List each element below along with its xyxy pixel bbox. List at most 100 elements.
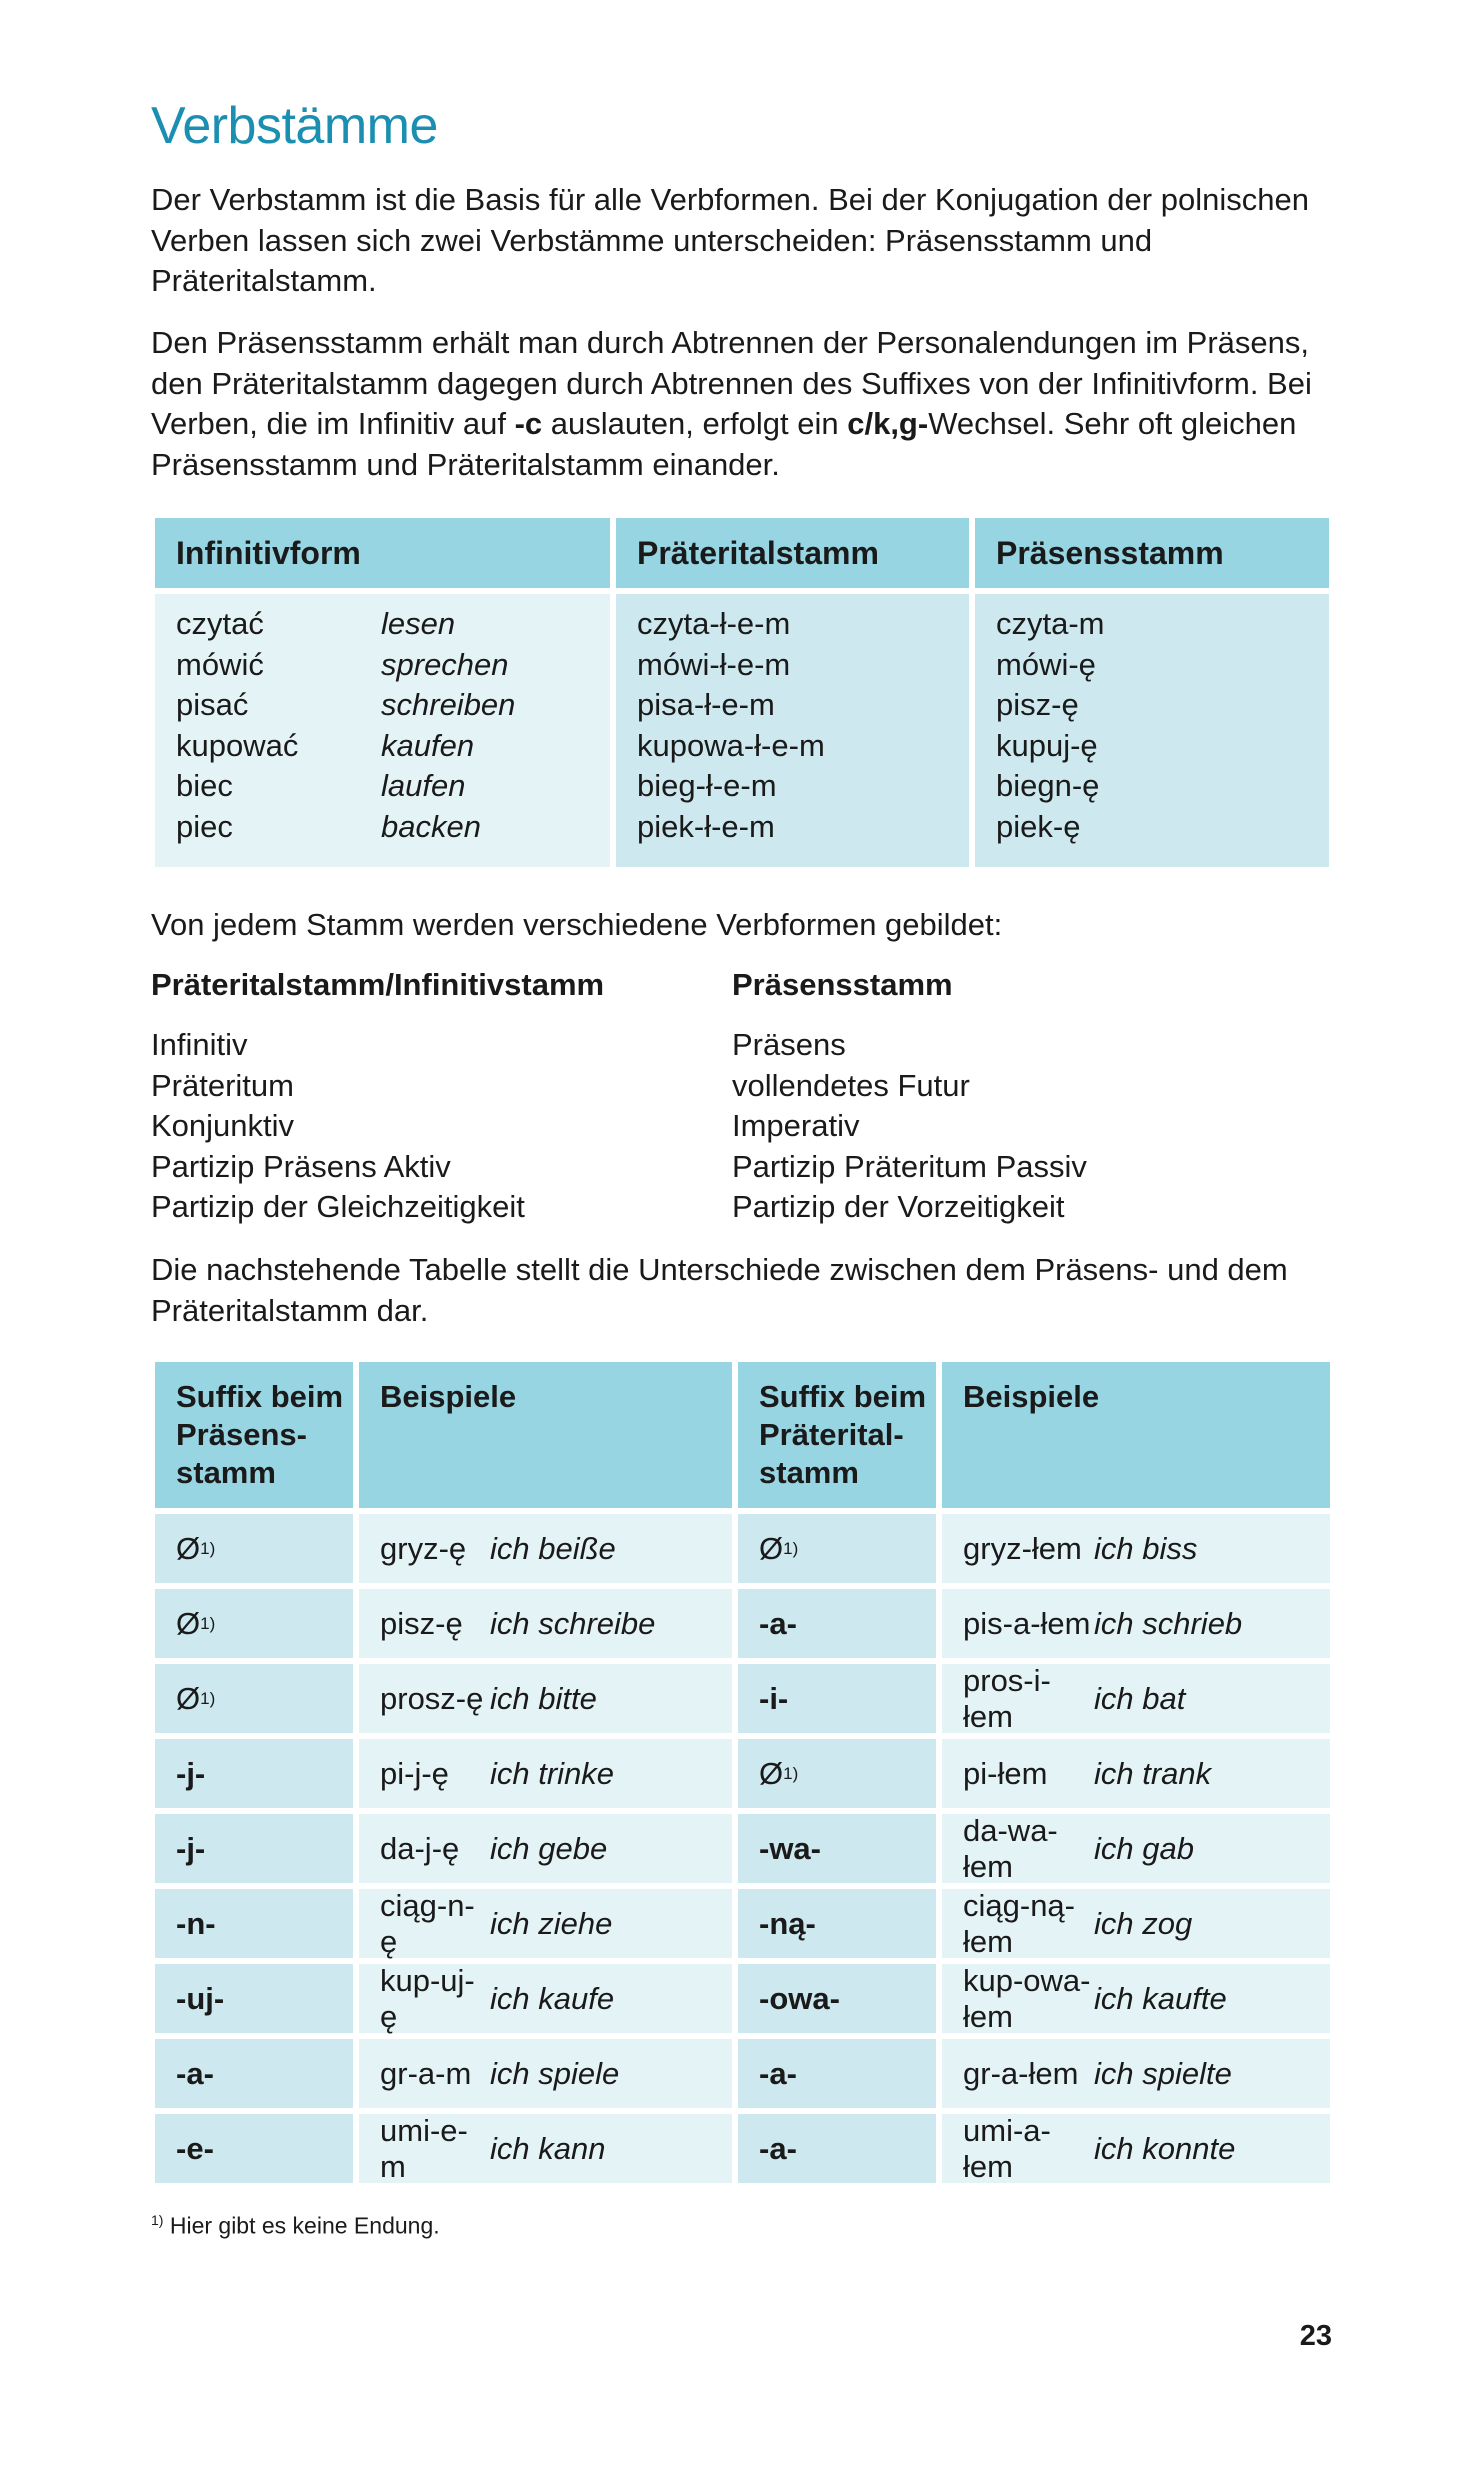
praesens-stem: pisz-ę — [996, 687, 1079, 722]
footnote-mark: 1) — [783, 1538, 799, 1558]
header-praesensstamm: Präsensstamm — [975, 518, 1329, 588]
translation: schreiben — [381, 687, 516, 722]
translation: lesen — [381, 606, 456, 641]
praesens-stem: czyta-m — [996, 606, 1105, 641]
footnote-mark: 1) — [783, 1763, 799, 1783]
form-item: Infinitiv — [151, 1027, 248, 1062]
translation: ich trank — [1094, 1755, 1212, 1791]
example: gryz-ę — [380, 1530, 467, 1566]
example-praeterital: pis-a-łem ich schrieb — [942, 1589, 1330, 1658]
example-praesens: ciąg-n-ę ich ziehe — [359, 1888, 732, 1959]
form-item: Präteritum — [151, 1067, 294, 1103]
suffix-praesens: Ø 1) — [155, 1589, 353, 1658]
example: da-wa-łem — [963, 1812, 1058, 1884]
suffix-praeterital: Ø 1) — [738, 1514, 936, 1583]
suffix-praesens: -uj- — [155, 1964, 353, 2033]
table-row: czytać lesen — [176, 606, 610, 647]
example-praesens: prosz-ę ich bitte — [359, 1664, 732, 1733]
translation: ich gab — [1094, 1830, 1194, 1866]
header-praeteritalstamm: Präteritalstamm — [616, 518, 969, 588]
suffix-praeterital: -owa- — [738, 1964, 936, 2033]
footnote: 1) Hier gibt es keine Endung. — [151, 2212, 440, 2240]
example: kup-owa-łem — [963, 1962, 1091, 2034]
example: ciąg-ną-łem — [963, 1887, 1075, 1959]
example-praesens: umi-e-m ich kann — [359, 2112, 732, 2184]
form-item: Imperativ — [732, 1108, 860, 1143]
praeterital-stem: czyta-ł-e-m — [637, 606, 791, 641]
header-line: Präsens- — [176, 1417, 307, 1452]
table-row: piec backen — [176, 809, 610, 850]
suffix-praesens: -j- — [155, 1739, 353, 1808]
header-infinitivform: Infinitivform — [155, 518, 610, 588]
example: pros-i-łem — [963, 1662, 1051, 1734]
table-row: kupować kaufen — [176, 728, 610, 769]
suffix: -a- — [759, 1605, 797, 1641]
translation: backen — [381, 808, 481, 844]
suffix: -j- — [176, 1830, 206, 1866]
form-item: Partizip Präteritum Passiv — [732, 1148, 1087, 1184]
footnote-mark: 1) — [200, 1688, 216, 1708]
footnote-text: Hier gibt es keine Endung. — [169, 2212, 440, 2239]
praeterital-column: czyta-ł-e-m mówi-ł-e-m pisa-ł-e-m kupowa-ł-… — [616, 594, 969, 867]
example: kup-uj-ę — [380, 1962, 475, 2034]
page-number: 23 — [1299, 2320, 1332, 2352]
suffix: Ø — [176, 1605, 201, 1641]
translation: ich bat — [1094, 1680, 1186, 1716]
suffix: Ø — [176, 1530, 201, 1566]
form-item: Präsens — [732, 1027, 846, 1062]
forms-left-list: Infinitiv Präteritum Konjunktiv Partizip Pr… — [151, 1025, 525, 1228]
suffix-praeterital: -a- — [738, 2114, 936, 2183]
text: Wechsel. Sehr oft gleichen Präsensstamm … — [151, 406, 1297, 482]
suffix-praeterital: -a- — [738, 2039, 936, 2108]
translation: ich zog — [1094, 1905, 1193, 1941]
example-praeterital: gr-a-łem ich spielte — [942, 2039, 1330, 2108]
bold-text: c/k,g- — [847, 406, 929, 441]
suffix: Ø — [759, 1755, 784, 1791]
praesens-stem: piek-ę — [996, 808, 1081, 844]
example-praesens: gr-a-m ich spiele — [359, 2039, 732, 2108]
translation: kaufen — [381, 727, 475, 763]
form-item: Partizip Präsens Aktiv — [151, 1148, 451, 1184]
intro-paragraph: Der Verbstamm ist die Basis für alle Ver… — [151, 182, 1309, 298]
header-line: Suffix beim — [759, 1379, 927, 1414]
suffix-praesens: Ø 1) — [155, 1514, 353, 1583]
example: prosz-ę — [380, 1680, 484, 1716]
infinitive: kupować — [176, 727, 299, 763]
example-praesens: kup-uj-ę ich kaufe — [359, 1962, 732, 2034]
example: pis-a-łem — [963, 1605, 1091, 1641]
forms-right-heading: Präsensstamm — [732, 967, 953, 1002]
infinitive: mówić — [176, 646, 264, 682]
praesens-column: czyta-m mówi-ę pisz-ę kupuj-ę biegn-ę piek-ę — [975, 594, 1329, 867]
suffix: -ną- — [759, 1905, 816, 1941]
form-item: vollendetes Futur — [732, 1067, 970, 1103]
example: umi-a-łem — [963, 2112, 1051, 2184]
suffix: -a- — [759, 2130, 797, 2166]
translation: ich biss — [1094, 1530, 1198, 1566]
translation: sprechen — [381, 646, 509, 682]
praeterital-stem: pisa-ł-e-m — [637, 687, 775, 722]
table-row: mówić sprechen — [176, 647, 610, 688]
header-beispiele-2: Beispiele — [942, 1362, 1330, 1508]
header-line: Suffix beim — [176, 1379, 344, 1414]
translation: ich beiße — [490, 1530, 616, 1566]
header-beispiele-1: Beispiele — [359, 1362, 732, 1508]
suffix-praeterital: -i- — [738, 1664, 936, 1733]
praesens-stem: biegn-ę — [996, 768, 1100, 803]
example-praeterital: da-wa-łem ich gab — [942, 1812, 1330, 1884]
example-praeterital: pros-i-łem ich bat — [942, 1662, 1330, 1734]
table-row: pisać schreiben — [176, 687, 610, 728]
header-line: Präterital- — [759, 1417, 904, 1452]
translation: ich konnte — [1094, 2130, 1236, 2166]
footnote-mark: 1) — [151, 2212, 164, 2228]
suffix-praeterital: -a- — [738, 1589, 936, 1658]
suffix: -wa- — [759, 1830, 821, 1866]
example: umi-e-m — [380, 2112, 468, 2184]
page-title: Verbstämme — [151, 97, 438, 155]
praeterital-stem: mówi-ł-e-m — [637, 646, 791, 682]
stem-table: Infinitivform Präteritalstamm Präsenssta… — [155, 518, 1330, 867]
forms-right-list: Präsens vollendetes Futur Imperativ Partizi… — [732, 1025, 1087, 1228]
translation: ich trinke — [490, 1755, 615, 1791]
suffix: Ø — [176, 1680, 201, 1716]
suffix: -i- — [759, 1680, 789, 1716]
suffix-table: Suffix beim Präsens-stamm Beispiele Suffi… — [155, 1362, 1330, 2184]
